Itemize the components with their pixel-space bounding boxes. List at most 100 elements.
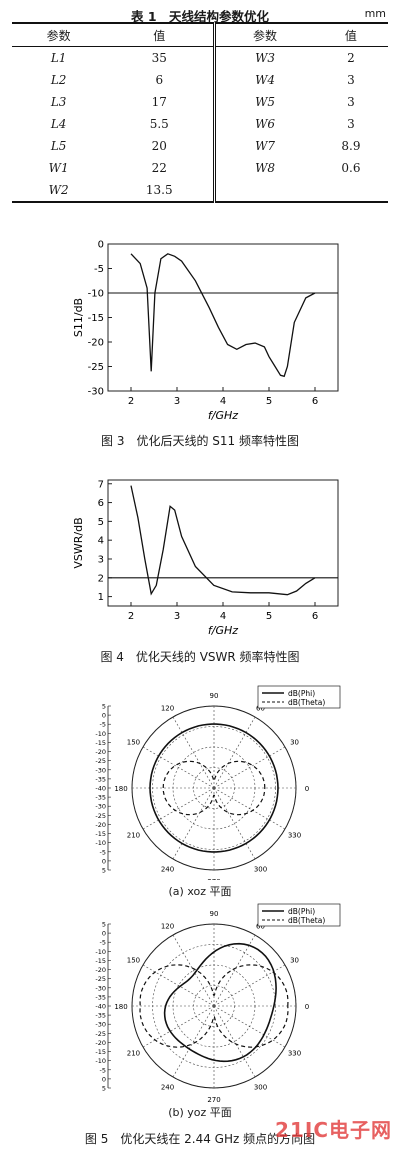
r-tick-label: 0 <box>102 1075 106 1083</box>
value-cell: 22 <box>151 161 167 175</box>
subfigure-a-caption: (a) xoz 平面 <box>168 885 232 898</box>
y-tick-label: 6 <box>98 498 104 509</box>
x-tick-label: 5 <box>266 396 272 407</box>
x-tick-label: 3 <box>174 611 180 622</box>
table-title: 表 1 天线结构参数优化 <box>130 9 270 24</box>
param-cell: W8 <box>213 157 314 179</box>
table-row: L5 20 W7 8.9 <box>12 135 388 157</box>
angle-tick-label: 150 <box>127 739 140 747</box>
value-cell: 2 <box>347 51 355 65</box>
y-tick-label: -15 <box>88 313 104 324</box>
r-tick-label: 5 <box>102 921 106 929</box>
y-tick-label: 0 <box>98 240 104 251</box>
param-cell: W4 <box>213 69 314 91</box>
polar-spoke <box>172 787 215 860</box>
r-tick-label: -10 <box>95 1057 106 1065</box>
polar-spoke <box>213 934 256 1007</box>
r-tick-label: -25 <box>95 975 106 983</box>
value-cell: 20 <box>151 139 167 153</box>
r-tick-label: -30 <box>95 803 106 811</box>
x-axis-label: f/GHz <box>208 409 238 422</box>
r-tick-label: -40 <box>95 785 106 793</box>
param-cell: W1 <box>48 161 69 175</box>
r-tick-label: -30 <box>95 1021 106 1029</box>
polar-spoke <box>172 934 215 1007</box>
value-cell: 3 <box>347 117 355 131</box>
param-cell: W3 <box>213 46 314 69</box>
y-tick-label: 1 <box>98 592 104 603</box>
param-cell: W7 <box>213 135 314 157</box>
angle-tick-label: 90 <box>210 910 219 918</box>
angle-tick-label: 300 <box>254 1084 267 1092</box>
theta-pattern-curve <box>162 760 266 816</box>
value-cell: 35 <box>151 51 167 65</box>
r-tick-label: -15 <box>95 739 106 747</box>
r-tick-label: -5 <box>100 721 106 729</box>
figure4-caption: 图 4 优化天线的 VSWR 频率特性图 <box>100 650 300 664</box>
r-tick-label: 5 <box>102 1085 106 1093</box>
r-tick-label: -20 <box>95 1039 106 1047</box>
y-tick-label: -20 <box>88 338 104 349</box>
header-value: 值 <box>105 22 215 47</box>
y-tick-label: -30 <box>88 387 104 398</box>
polar-spoke <box>142 964 215 1007</box>
r-tick-label: -25 <box>95 757 106 765</box>
param-cell: L4 <box>50 117 67 131</box>
angle-tick-label: 240 <box>161 1084 174 1092</box>
r-tick-label: -35 <box>95 993 106 1001</box>
value-cell: 5.5 <box>149 117 169 131</box>
r-tick-label: -30 <box>95 766 106 774</box>
plot-frame <box>107 243 339 392</box>
angle-tick-label: 270 <box>207 878 220 880</box>
param-cell: L5 <box>50 139 67 153</box>
angle-tick-label: 120 <box>161 704 174 712</box>
subfigure-b-caption: (b) yoz 平面 <box>168 1106 232 1119</box>
y-tick-label: -10 <box>88 289 104 300</box>
r-tick-label: -35 <box>95 775 106 783</box>
param-cell: L3 <box>50 95 67 109</box>
table-row: L2 6 W4 3 <box>12 69 388 91</box>
y-tick-label: -25 <box>88 362 104 373</box>
angle-tick-label: 180 <box>114 1003 127 1011</box>
vswr-chart: 2 3 4 5 6 1 2 3 4 5 6 7 f/GHz VSWR/dB <box>72 479 339 637</box>
table-header-row: 参数 值 参数 值 <box>12 22 388 47</box>
table-body: L1 35 W3 2 L2 6 W4 3 L3 17 W5 3 L4 5.5 W6 3 L5 20 W7 8.9 W1 2… <box>12 46 388 203</box>
r-tick-label: -5 <box>100 848 106 856</box>
polar-spoke <box>142 746 215 789</box>
y-axis-label: VSWR/dB <box>72 517 85 568</box>
y-tick-label: 2 <box>98 573 104 584</box>
angle-tick-label: 330 <box>288 832 301 840</box>
angle-tick-label: 180 <box>114 785 127 793</box>
param-cell: W6 <box>213 113 314 135</box>
angle-tick-label: 30 <box>290 957 299 965</box>
r-tick-label: -35 <box>95 794 106 802</box>
r-tick-label: -5 <box>100 1066 106 1074</box>
legend-phi-label: dB(Phi) <box>288 689 315 698</box>
y-tick-label: 5 <box>98 517 104 528</box>
table-row: L3 17 W5 3 <box>12 91 388 113</box>
angle-tick-label: 90 <box>210 692 219 700</box>
angle-tick-label: 210 <box>127 832 140 840</box>
value-cell: 3 <box>347 73 355 87</box>
polar-chart-xoz: 030609012015018021024027030033050-5-10-1… <box>95 685 341 880</box>
angle-tick-label: 300 <box>254 866 267 874</box>
x-tick-label: 4 <box>220 396 226 407</box>
x-tick-label: 2 <box>128 611 134 622</box>
table-row: W1 22 W8 0.6 <box>12 157 388 179</box>
x-tick-label: 6 <box>312 611 318 622</box>
value-cell <box>313 179 388 203</box>
angle-tick-label: 60 <box>256 704 265 712</box>
r-tick-label: 0 <box>102 930 106 938</box>
table-row: W2 13.5 <box>12 179 388 203</box>
legend-phi-label: dB(Phi) <box>288 907 315 916</box>
legend-theta-label: dB(Theta) <box>288 916 325 925</box>
value-cell: 3 <box>347 95 355 109</box>
value-cell: 0.6 <box>341 161 361 175</box>
theta-pattern-curve <box>139 964 289 1048</box>
r-tick-label: -20 <box>95 821 106 829</box>
polar-spoke <box>172 1005 215 1078</box>
polar-spoke <box>213 787 286 830</box>
angle-tick-label: 120 <box>161 922 174 930</box>
data-curve <box>130 485 316 596</box>
angle-tick-label: 240 <box>161 866 174 874</box>
